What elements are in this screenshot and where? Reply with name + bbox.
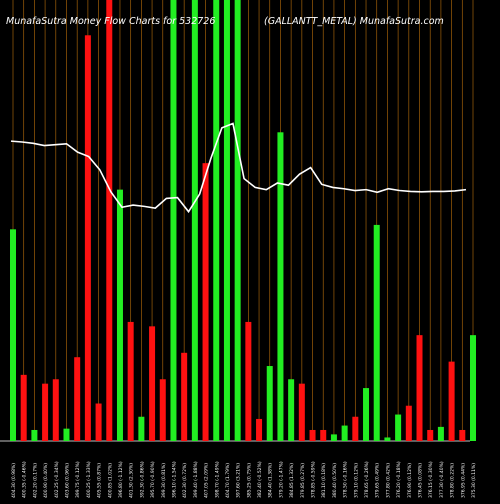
x-tick-label: 377.80 (0.42%)	[385, 463, 391, 498]
money-flow-bar	[170, 0, 177, 441]
money-flow-bar	[84, 35, 91, 441]
x-tick-label: 402.20 (0.17%)	[32, 463, 38, 498]
money-flow-bar	[341, 425, 348, 441]
money-flow-bar	[405, 405, 412, 441]
x-tick-label: 380.40 (0.50%)	[332, 463, 338, 498]
money-flow-bar	[277, 132, 284, 442]
x-tick-label: 376.20 (-0.18%)	[396, 461, 402, 498]
money-flow-bar	[437, 426, 444, 441]
money-flow-bar	[245, 321, 252, 441]
chart-title-right: (GALLANTT_METAL) MunafaSutra.com	[264, 16, 444, 27]
x-tick-label: 405.55 (0.87%)	[97, 463, 103, 498]
money-flow-bar	[298, 383, 305, 441]
x-tick-label: 385.25 (0.75%)	[246, 463, 252, 498]
x-tick-label: 395.70 (-0.90%)	[150, 461, 156, 498]
money-flow-bar	[127, 321, 134, 441]
money-flow-bar	[191, 0, 198, 441]
money-flow-bar	[470, 335, 476, 441]
x-tick-label: 392.30 (-0.86%)	[139, 461, 145, 498]
money-flow-bar	[106, 0, 113, 441]
x-tick-label: 396.10 (-1.54%)	[171, 461, 177, 498]
money-flow-bar	[459, 429, 466, 441]
money-flow-bar	[352, 416, 359, 441]
x-tick-label: 397.60 (3.21%)	[236, 463, 242, 498]
money-flow-bar	[31, 429, 38, 441]
x-tick-label: 376.95 (0.44%)	[460, 463, 466, 498]
x-tick-label: 379.10 (0.12%)	[353, 463, 359, 498]
money-flow-bar	[256, 418, 263, 441]
x-tick-label: 399.75 (-0.12%)	[75, 461, 81, 498]
money-flow-bar	[427, 429, 434, 441]
x-tick-label: 407.05 (2.09%)	[204, 463, 210, 498]
money-flow-bar	[74, 357, 81, 441]
money-flow-bar	[416, 335, 423, 441]
x-tick-label: 403.60 (0.96%)	[64, 463, 70, 498]
money-flow-bar	[42, 383, 49, 441]
money-flow-bar	[384, 437, 391, 441]
x-tick-labels: 404.30 (0.98%) 400.35 (-0.46%) 402.20 (0.1…	[11, 461, 477, 498]
x-tick-label: 379.85 (0.27%)	[300, 463, 306, 498]
money-flow-bar	[213, 0, 220, 441]
price-line	[10, 122, 467, 214]
money-flow-bar	[116, 189, 123, 441]
x-tick-label: 378.65 (-0.26%)	[364, 461, 370, 498]
money-flow-bar	[95, 403, 102, 441]
x-tick-label: 404.70 (1.79%)	[225, 463, 231, 498]
money-flow-bar	[373, 224, 380, 441]
money-flow-bar	[149, 326, 156, 441]
price-line-layer	[10, 122, 467, 214]
x-tick-label: 379.20 (-1.47%)	[278, 461, 284, 498]
chart-title-left: MunafaSutra Money Flow Charts for 532726	[6, 16, 215, 27]
money-flow-bar	[138, 416, 145, 441]
money-flow-bar	[20, 374, 27, 441]
x-tick-label: 400.35 (-0.46%)	[22, 461, 28, 498]
money-flow-bar	[223, 0, 230, 441]
x-tick-label: 381.10 (0.18%)	[321, 463, 327, 498]
money-flow-bar	[320, 429, 327, 441]
money-flow-bar	[448, 361, 455, 441]
x-tick-label: 375.30 (0.11%)	[471, 463, 477, 498]
x-tick-label: 384.85 (1.32%)	[289, 463, 295, 498]
bars	[10, 0, 476, 442]
x-tick-label: 377.30 (-0.40%)	[439, 461, 445, 498]
x-tick-label: 398.70 (-1.49%)	[214, 461, 220, 498]
money-flow-bar	[202, 163, 209, 442]
money-flow-bar	[330, 434, 337, 441]
x-tick-label: 401.30 (2.30%)	[129, 463, 135, 498]
x-tick-label: 399.30 (0.81%)	[161, 463, 167, 498]
money-flow-bar	[52, 379, 59, 441]
money-flow-bar	[63, 428, 70, 441]
x-tick-label: 402.25 (-0.34%)	[54, 461, 60, 498]
money-flow-bar	[395, 414, 402, 441]
x-tick-label: 376.15 (-0.30%)	[428, 461, 434, 498]
x-tick-label: 378.80 (0.22%)	[450, 463, 456, 498]
x-tick-label: 396.80 (-1.12%)	[118, 461, 124, 498]
money-flow-bar	[10, 229, 16, 441]
x-tick-label: 402.30 (0.72%)	[182, 463, 188, 498]
money-flow-bar	[309, 429, 316, 441]
x-tick-label: 399.40 (-1.88%)	[193, 461, 199, 498]
money-flow-bar	[363, 388, 370, 441]
x-tick-label: 378.50 (-0.16%)	[343, 461, 349, 498]
x-tick-label: 376.45 (0.08%)	[418, 463, 424, 498]
x-tick-label: 400.90 (0.40%)	[43, 463, 49, 498]
money-flow-bar	[266, 366, 273, 441]
money-flow-bar	[181, 352, 188, 441]
x-tick-label: 379.65 (0.49%)	[375, 463, 381, 498]
x-tick-label: 376.90 (0.12%)	[407, 463, 413, 498]
x-tick-label: 400.85 (1.02%)	[107, 463, 113, 498]
money-flow-bar	[288, 379, 295, 441]
x-tick-label: 404.30 (0.98%)	[11, 463, 17, 498]
money-flow-bar	[159, 379, 166, 441]
x-tick-label: 384.40 (1.38%)	[268, 463, 274, 498]
money-flow-bar	[234, 0, 241, 441]
x-tick-label: 400.25 (-1.33%)	[86, 461, 92, 498]
x-tick-label: 382.40 (-0.52%)	[257, 461, 263, 498]
x-tick-label: 378.85 (-0.59%)	[311, 461, 317, 498]
